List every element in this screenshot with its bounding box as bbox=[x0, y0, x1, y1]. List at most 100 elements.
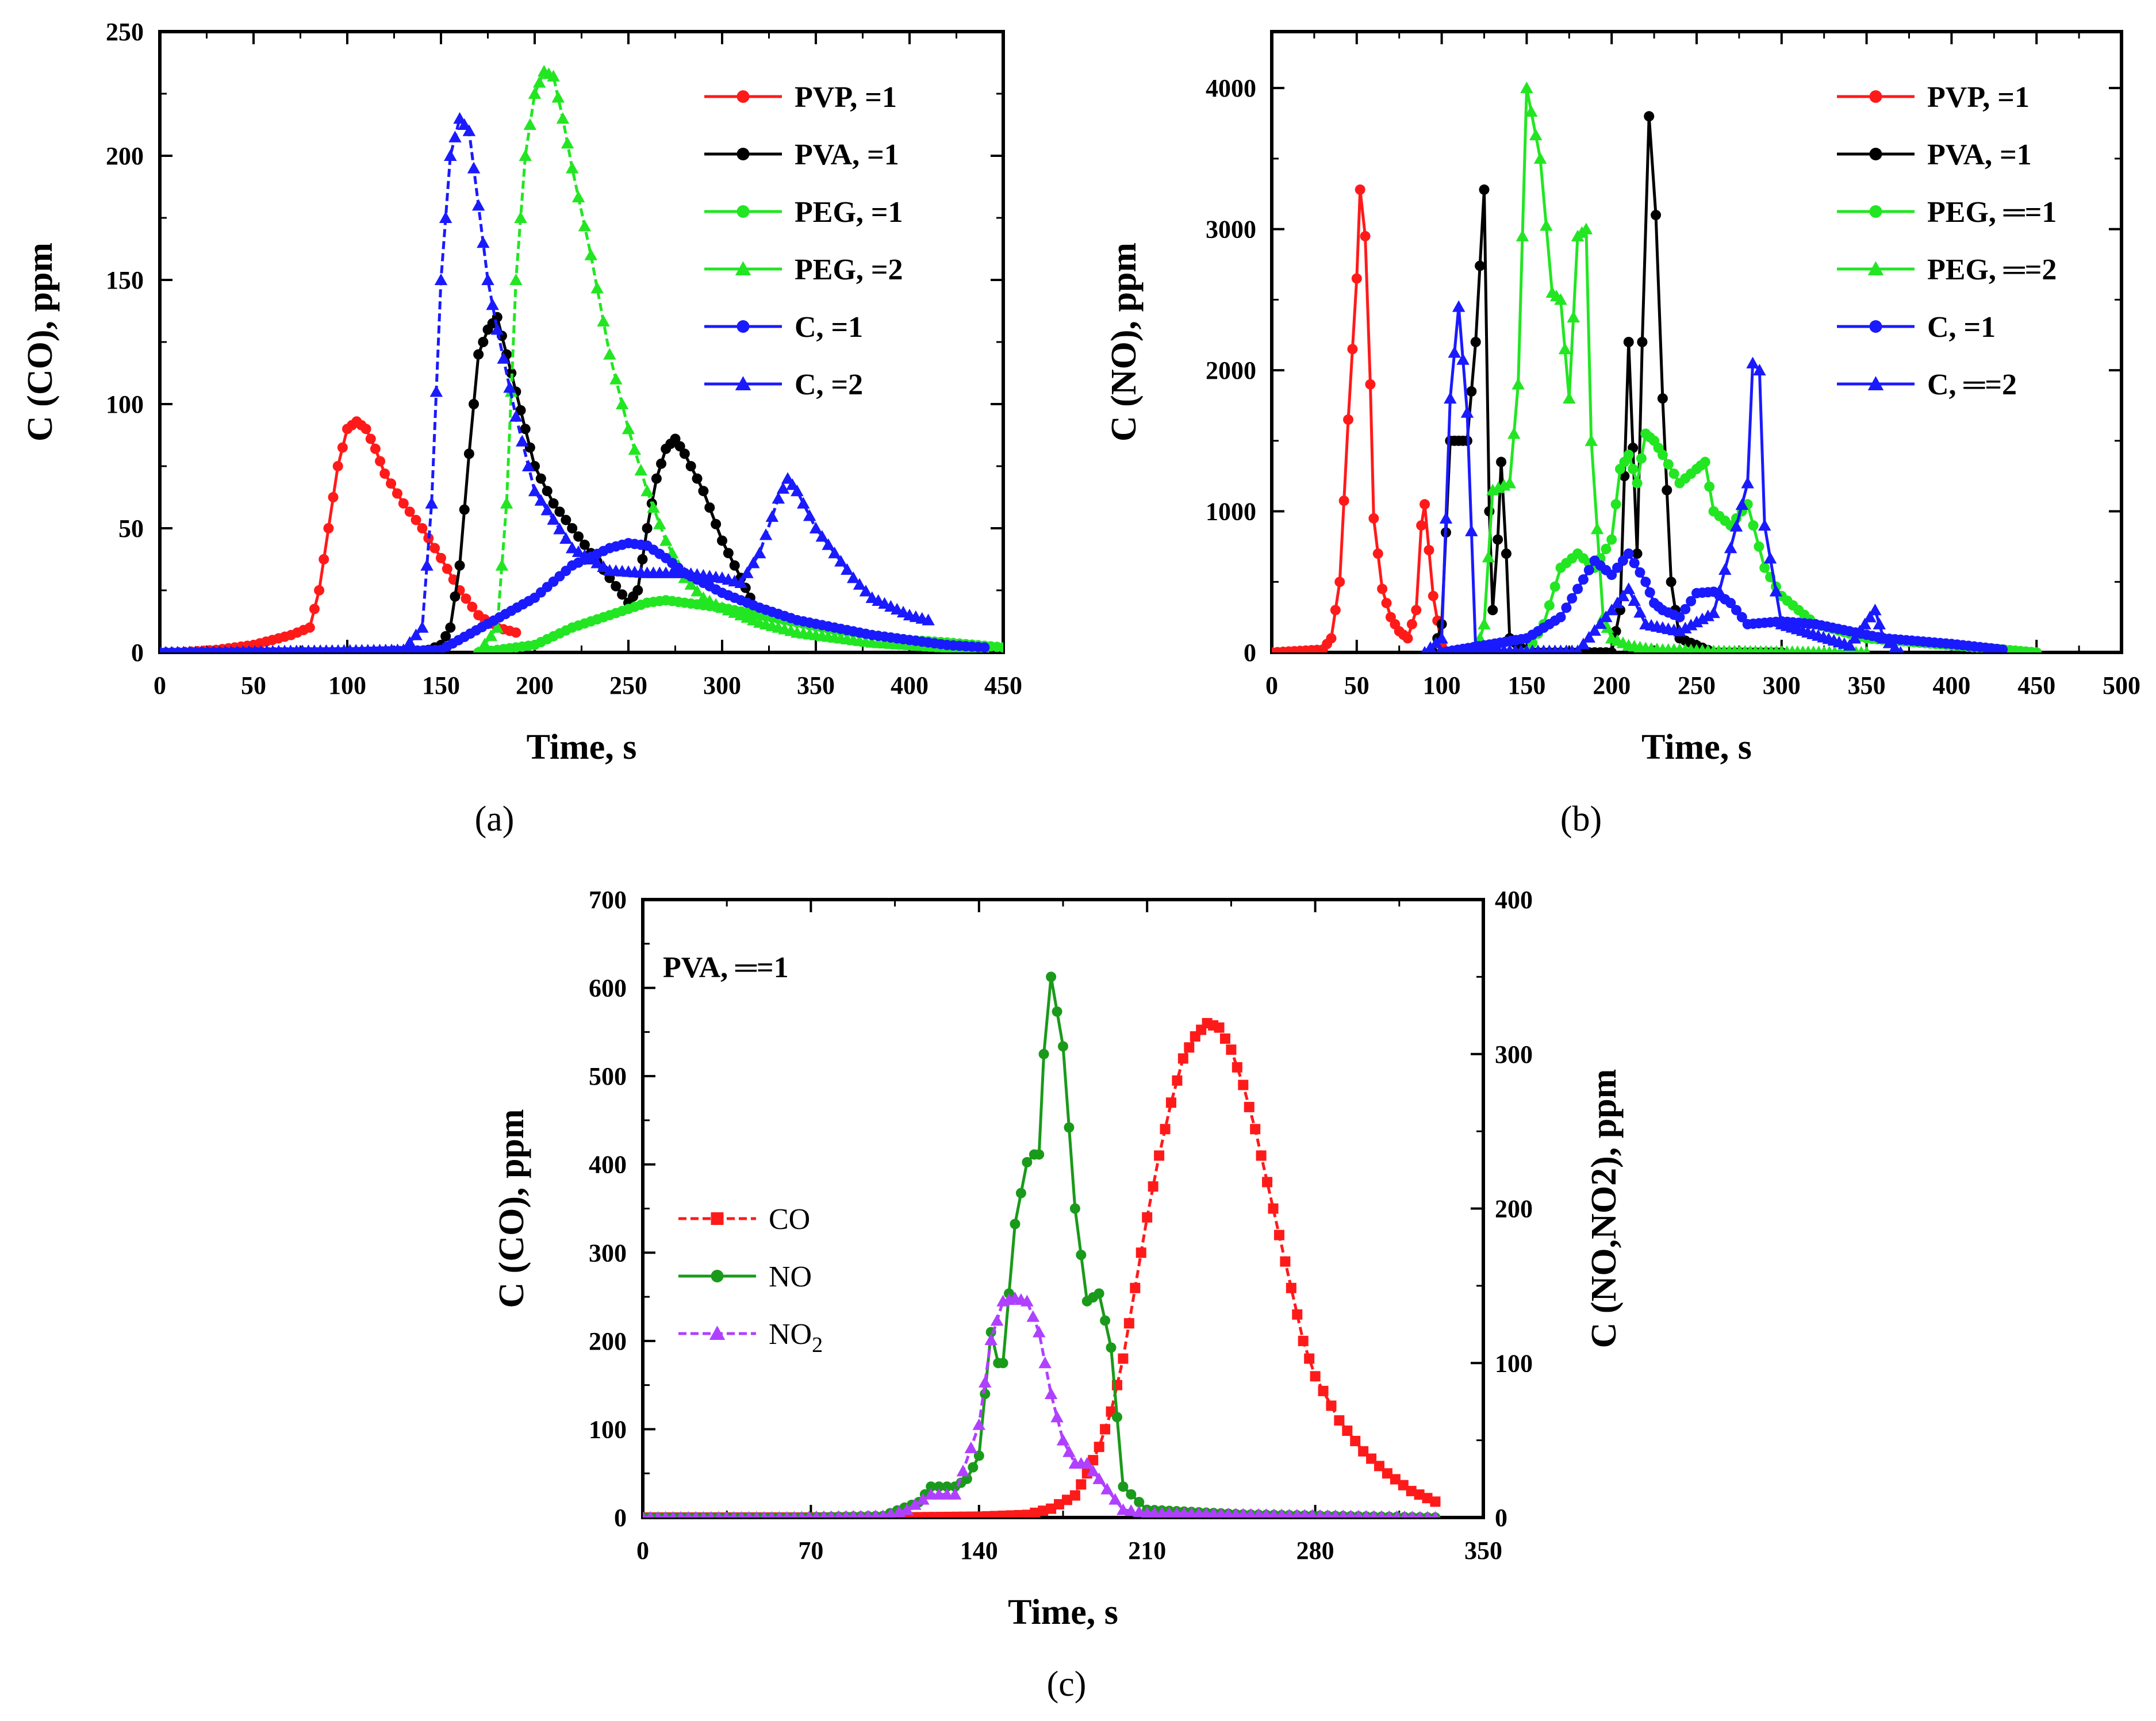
legend-label: PVA, =1 bbox=[1927, 139, 2032, 171]
data-point bbox=[908, 1498, 922, 1510]
data-point bbox=[692, 473, 703, 484]
data-point bbox=[509, 410, 523, 422]
x-tick-label: 200 bbox=[1593, 671, 1631, 700]
data-point bbox=[1142, 1212, 1153, 1223]
data-point bbox=[1516, 644, 1526, 652]
data-point bbox=[1718, 563, 1732, 575]
data-point bbox=[1836, 646, 1844, 652]
data-point bbox=[741, 566, 754, 578]
data-point bbox=[820, 1510, 828, 1518]
data-point bbox=[871, 1509, 880, 1518]
data-point bbox=[398, 643, 409, 652]
data-point bbox=[615, 397, 629, 409]
data-point bbox=[1292, 1309, 1303, 1320]
data-point bbox=[573, 531, 584, 542]
data-point bbox=[1470, 337, 1481, 347]
series-line bbox=[1432, 114, 1782, 652]
data-point bbox=[333, 644, 343, 652]
data-point bbox=[365, 433, 376, 444]
series-line bbox=[160, 117, 929, 652]
data-point bbox=[458, 118, 471, 130]
data-point bbox=[1111, 1412, 1122, 1423]
data-point bbox=[1334, 1415, 1345, 1426]
data-point bbox=[1360, 231, 1371, 241]
data-point bbox=[1576, 637, 1590, 650]
data-point bbox=[916, 1493, 930, 1505]
data-point bbox=[1014, 1509, 1025, 1518]
legend-label: NO bbox=[769, 1261, 812, 1293]
legend-marker bbox=[736, 148, 750, 160]
y-right-axis-title: C (NO,NO2), ppm bbox=[1585, 1069, 1624, 1349]
data-point bbox=[703, 594, 716, 606]
data-point bbox=[1601, 621, 1614, 633]
data-point bbox=[1253, 1508, 1264, 1518]
data-point bbox=[1703, 644, 1713, 652]
data-point bbox=[1753, 363, 1766, 376]
data-point bbox=[244, 645, 254, 652]
data-point bbox=[1038, 1357, 1052, 1369]
data-point bbox=[709, 598, 723, 610]
data-point bbox=[1724, 541, 1737, 554]
data-point bbox=[791, 484, 804, 497]
data-point bbox=[684, 1511, 692, 1518]
data-point bbox=[815, 530, 829, 542]
legend-label: NO2 bbox=[769, 1318, 823, 1357]
data-point bbox=[617, 589, 628, 600]
data-point bbox=[812, 1510, 820, 1518]
data-point bbox=[781, 472, 795, 484]
data-point bbox=[1346, 1509, 1355, 1518]
data-point bbox=[1108, 1493, 1122, 1505]
data-point bbox=[1556, 644, 1566, 652]
data-point bbox=[578, 549, 592, 561]
data-point bbox=[647, 501, 660, 513]
x-tick-label: 200 bbox=[516, 671, 554, 700]
data-point bbox=[1852, 646, 1860, 652]
series-b-4 bbox=[1436, 548, 2008, 652]
data-point bbox=[463, 448, 474, 459]
data-point bbox=[1873, 617, 1886, 629]
data-point bbox=[856, 1509, 865, 1518]
data-point bbox=[1601, 544, 1612, 554]
series-a-0 bbox=[173, 416, 521, 652]
data-point bbox=[571, 190, 585, 202]
data-point bbox=[1414, 1489, 1425, 1500]
data-point bbox=[717, 535, 727, 546]
data-point bbox=[1496, 456, 1507, 467]
data-point bbox=[1567, 593, 1578, 604]
data-point bbox=[1408, 1511, 1416, 1518]
data-point bbox=[1171, 1507, 1183, 1518]
data-point bbox=[822, 538, 835, 550]
data-point bbox=[1369, 1510, 1378, 1518]
data-point bbox=[1118, 1481, 1129, 1492]
data-point bbox=[1487, 605, 1498, 616]
data-point bbox=[1261, 1508, 1272, 1518]
data-point bbox=[1310, 1371, 1321, 1382]
data-point bbox=[1304, 1353, 1315, 1364]
data-point bbox=[548, 498, 559, 509]
data-point bbox=[1401, 1510, 1409, 1518]
data-point bbox=[514, 211, 527, 223]
data-point bbox=[1424, 545, 1434, 556]
series-c-0 bbox=[643, 1018, 1441, 1518]
data-point bbox=[1076, 1250, 1087, 1261]
data-point bbox=[520, 424, 531, 435]
data-point bbox=[776, 482, 790, 494]
x-tick-label: 400 bbox=[1932, 671, 1970, 700]
data-point bbox=[469, 399, 479, 409]
y-right-tick-label: 0 bbox=[1495, 1504, 1507, 1532]
data-point bbox=[1746, 356, 1759, 368]
data-point bbox=[1809, 645, 1817, 652]
data-point bbox=[1326, 633, 1337, 644]
data-point bbox=[442, 563, 452, 574]
legend-c: CO NO NO2 bbox=[678, 1203, 823, 1357]
data-point bbox=[1214, 1022, 1225, 1033]
data-point bbox=[392, 488, 402, 499]
data-point bbox=[797, 497, 810, 509]
data-point bbox=[1338, 1509, 1348, 1518]
data-point bbox=[553, 523, 566, 535]
data-point bbox=[1588, 624, 1601, 636]
data-point bbox=[535, 473, 546, 484]
data-point bbox=[1673, 624, 1686, 637]
data-point bbox=[828, 546, 841, 559]
data-point bbox=[1428, 590, 1438, 601]
